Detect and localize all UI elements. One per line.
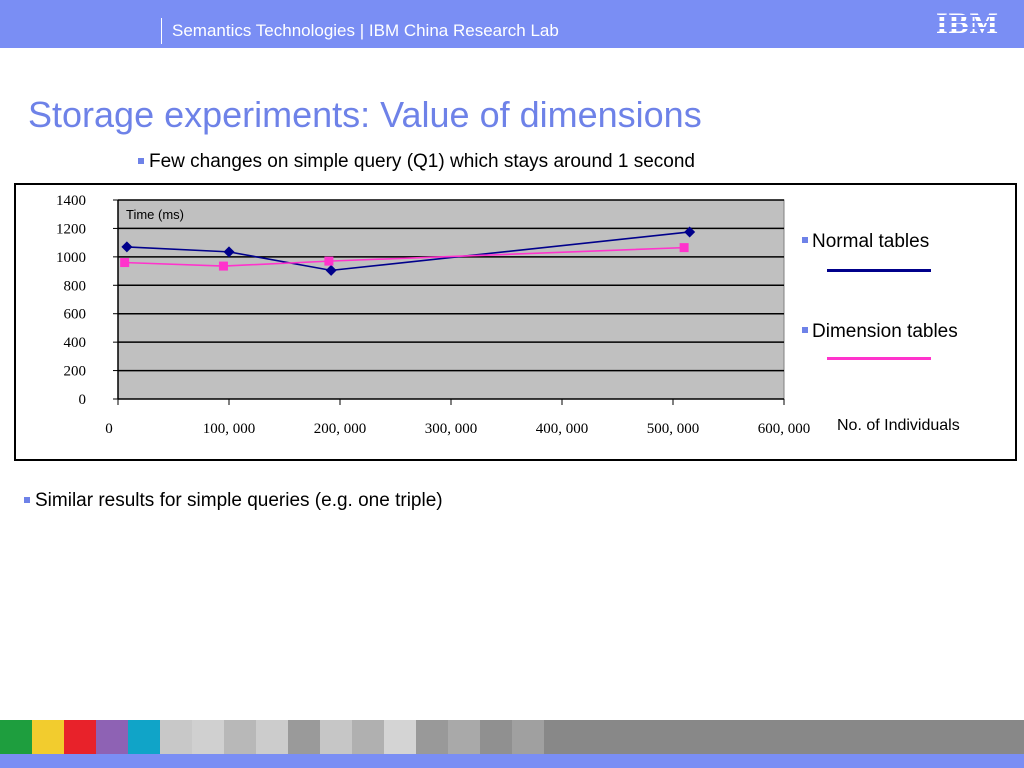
data-point-dimension [120,258,130,268]
bullet-square-icon [24,497,30,503]
strip-tile [416,720,448,754]
strip-tile [352,720,384,754]
legend-normal-tables: Normal tables [802,231,929,253]
strip-tile [160,720,192,754]
y-tick-label: 200 [64,364,87,380]
decorative-image-strip [0,720,1024,754]
strip-tile [32,720,64,754]
data-point-normal [223,246,235,258]
x-axis-title: No. of Individuals [837,417,960,434]
y-tick-label: 1200 [56,221,86,237]
bullet-few-changes: Few changes on simple query (Q1) which s… [138,151,695,173]
x-tick-label: 0 [105,421,113,437]
x-tick-label: 400, 000 [536,421,589,437]
strip-tile [192,720,224,754]
header-bar: Semantics Technologies | IBM China Resea… [0,0,1024,48]
data-point-normal [684,226,696,238]
footer-bar [0,754,1024,768]
strip-tile [480,720,512,754]
y-tick-label: 800 [64,278,87,294]
chart-frame: 0 200 400 600 800 1000 1200 1400 0 100, 000 200, 0… [14,183,1017,461]
strip-tile [224,720,256,754]
header-divider [161,18,162,44]
x-tick-label: 600, 000 [758,421,811,437]
strip-tile [448,720,480,754]
bullet-text: Similar results for simple queries (e.g.… [35,490,443,511]
bullet-text: Few changes on simple query (Q1) which s… [149,151,695,172]
data-point-normal [121,241,133,253]
strip-tile [512,720,544,754]
line-chart: 0 200 400 600 800 1000 1200 1400 0 100, 000 200, 0… [56,193,811,437]
bullet-square-icon [138,158,144,164]
bullet-similar-results: Similar results for simple queries (e.g.… [24,490,443,512]
plot-area [117,199,785,400]
ibm-logo: IBM [936,9,1008,39]
legend-label: Normal tables [812,231,930,252]
legend-square-icon [802,237,808,243]
x-tick-label: 100, 000 [203,421,256,437]
y-axis-title: Time (ms) [126,207,184,222]
x-tick-label: 300, 000 [425,421,478,437]
slide-title: Storage experiments: Value of dimensions [28,94,702,135]
y-tick-label: 0 [79,392,87,408]
x-tick-label: 500, 000 [647,421,700,437]
data-point-dimension [679,243,689,253]
series-line-dimension [124,246,685,267]
series-line-normal [126,231,690,272]
strip-tile [256,720,288,754]
y-tick-label: 1000 [56,250,86,266]
y-tick-label: 400 [64,335,87,351]
legend-line-normal [827,269,931,272]
strip-tile [64,720,96,754]
data-point-dimension [324,256,334,266]
strip-tile [0,720,32,754]
header-title: Semantics Technologies | IBM China Resea… [172,21,559,40]
strip-tile [384,720,416,754]
y-tick-label: 600 [64,307,87,323]
data-point-dimension [218,261,228,271]
legend-dimension-tables: Dimension tables [802,321,958,343]
y-tick-label: 1400 [56,193,86,209]
strip-tile [96,720,128,754]
legend-label: Dimension tables [812,321,958,342]
legend-line-dimension [827,357,931,360]
data-point-normal [325,264,337,276]
x-tick-label: 200, 000 [314,421,367,437]
legend-square-icon [802,327,808,333]
strip-tile [544,720,1024,754]
strip-tile [128,720,160,754]
strip-tile [320,720,352,754]
strip-tile [288,720,320,754]
